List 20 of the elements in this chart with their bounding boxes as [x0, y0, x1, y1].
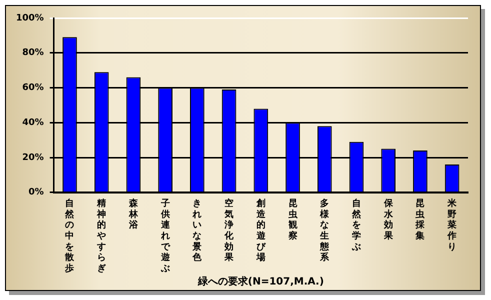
x-tick-label: 多様な生態系 [319, 198, 330, 264]
x-tick-label: 精神的やすらぎ [96, 198, 106, 274]
x-tick-label: 自然を学ぶ [350, 198, 362, 252]
x-tick-label: 自然の中を散歩 [64, 198, 76, 274]
x-axis-title: 緑への要求(N=107,M.A.) [196, 276, 324, 288]
x-tick-label: 昆虫採集 [414, 198, 426, 242]
x-tick-label: 空気浄化効果 [224, 198, 235, 264]
y-tick-label: 20% [22, 152, 44, 163]
y-tick-label: 100% [16, 13, 44, 24]
x-tick-label: 米野菜作り [446, 198, 458, 252]
x-tick-label: 子供連れで遊ぶ [160, 198, 171, 274]
x-tick-label: きれいな景色 [192, 199, 203, 264]
x-tick-label: 保水効果 [382, 198, 394, 242]
x-tick-label: 創造的遊び場 [255, 198, 266, 264]
y-tick-label: 60% [22, 83, 44, 94]
y-tick-label: 40% [22, 118, 44, 128]
x-tick-label: 昆虫観察 [287, 198, 298, 242]
y-tick-label: 80% [22, 48, 44, 58]
x-tick-label: 森林浴 [128, 198, 139, 231]
y-tick-label: 0% [28, 188, 44, 198]
